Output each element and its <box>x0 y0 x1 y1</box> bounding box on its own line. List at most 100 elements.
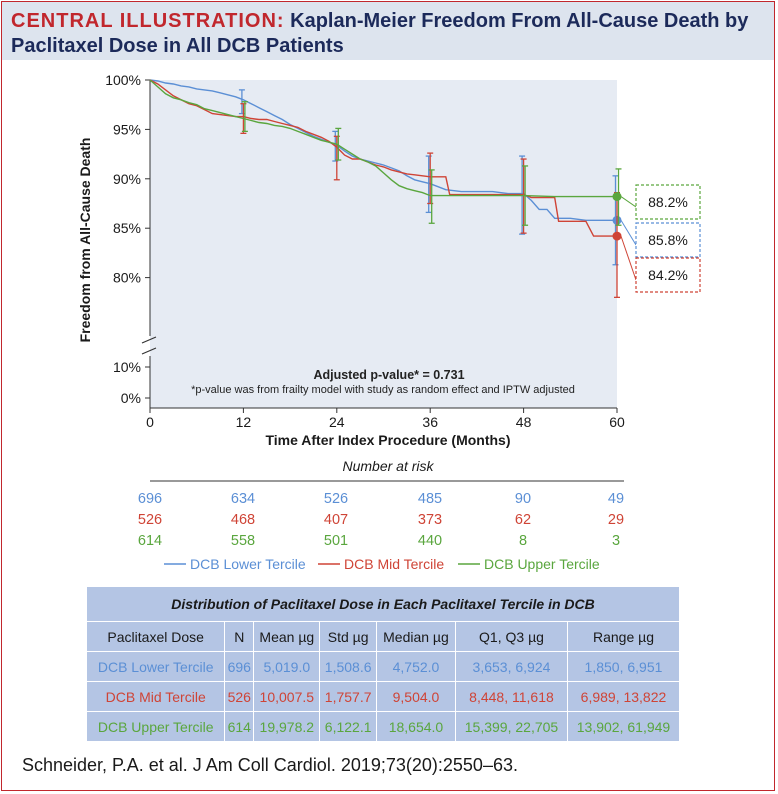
dose-table-row-upper: DCB Upper Tercile 614 19,978.2 6,122.1 18,65… <box>85 711 681 742</box>
risk-count-lower: 696 <box>138 491 162 507</box>
km-chart: 100%95%90%85%80%10%0%0 12 24 36 48 60 85.8%84… <box>77 72 701 572</box>
dose-table-header: Paclitaxel Dose <box>85 621 226 652</box>
chart-legend: DCB Lower Tercile DCB Mid Tercile DCB Uppe… <box>164 556 600 572</box>
callout-connector-mid <box>620 235 637 281</box>
end-point-mid <box>612 231 622 241</box>
dose-table-cell: 15,399, 22,705 <box>455 711 568 742</box>
legend-label-upper: DCB Upper Tercile <box>484 556 600 572</box>
central-illustration-label: CENTRAL ILLUSTRATION: <box>11 10 285 32</box>
callout-connector-lower <box>620 220 637 246</box>
callout-connector-upper <box>620 196 637 208</box>
title-banner: CENTRAL ILLUSTRATION: Kaplan-Meier Freed… <box>2 2 774 60</box>
y-tick-label: 100% <box>105 72 141 88</box>
y-tick-label: 90% <box>113 171 141 187</box>
risk-count-mid: 407 <box>324 512 348 528</box>
x-tick-label: 60 <box>609 414 625 430</box>
number-at-risk-table: 696 634 526 485 90 49 526 468 407 373 62 29 614 558 50… <box>138 480 624 549</box>
dose-table-row-lower: DCB Lower Tercile 696 5,019.0 1,508.6 4,752.… <box>85 651 681 682</box>
dose-table-cell: 18,654.0 <box>375 711 457 742</box>
p-value-annotation: Adjusted p-value* = 0.731 <box>313 368 464 382</box>
dose-table-cell: 19,978.2 <box>253 711 321 742</box>
final-value-callouts: 85.8% 84.2% 88.2% <box>620 184 701 293</box>
legend-label-lower: DCB Lower Tercile <box>190 556 306 572</box>
paclitaxel-dose-table: Distribution of Paclitaxel Dose in Each … <box>85 586 681 742</box>
dose-table-cell: 1,508.6 <box>319 651 377 682</box>
x-tick-label: 48 <box>516 414 532 430</box>
y-axis-label: Freedom from All-Cause Death <box>77 138 93 343</box>
dose-table-cell: 696 <box>224 651 255 682</box>
y-tick-label: 85% <box>113 220 141 236</box>
dose-table-cell: 3,653, 6,924 <box>455 651 568 682</box>
risk-count-lower: 634 <box>231 491 255 507</box>
dose-table-cell: 4,752.0 <box>375 651 457 682</box>
dose-table-header: N <box>224 621 255 652</box>
dose-table-row-mid: DCB Mid Tercile 526 10,007.5 1,757.7 9,504.0… <box>85 681 681 712</box>
risk-count-upper: 614 <box>138 533 162 549</box>
title-text-line-2: Paclitaxel Dose in All DCB Patients <box>11 35 344 57</box>
x-tick-label: 24 <box>329 414 345 430</box>
dose-table-cell: 9,504.0 <box>375 681 457 712</box>
risk-count-upper: 501 <box>324 533 348 549</box>
callout-box-lower <box>635 222 701 258</box>
chart-axes: 100% 95% 90% 85% 80% 10% 0% 0 12 24 36 48 60 <box>105 72 625 430</box>
dose-table-cell: 5,019.0 <box>253 651 321 682</box>
y-tick-label: 10% <box>113 359 141 375</box>
dose-table-header: Mean µg <box>253 621 321 652</box>
x-tick-label: 12 <box>236 414 252 430</box>
risk-count-mid: 526 <box>138 512 162 528</box>
legend-label-mid: DCB Mid Tercile <box>344 556 444 572</box>
y-tick-label: 80% <box>113 270 141 286</box>
dose-table-cell: 1,850, 6,951 <box>566 651 681 682</box>
x-axis-label: Time After Index Procedure (Months) <box>265 432 510 448</box>
y-tick-label: 95% <box>113 121 141 137</box>
risk-count-mid: 62 <box>515 512 531 528</box>
dose-table-cell: 6,989, 13,822 <box>566 681 681 712</box>
plot-area <box>150 80 617 408</box>
dose-table-body: DCB Lower Tercile 696 5,019.0 1,508.6 4,752.… <box>85 651 681 742</box>
title-text-line-1: Kaplan-Meier Freedom From All-Cause Deat… <box>290 10 749 32</box>
callout-box-upper <box>635 184 701 220</box>
dose-table-header-row: Paclitaxel Dose N Mean µg Std µg Median µg Q1… <box>85 621 681 652</box>
risk-count-upper: 440 <box>418 533 442 549</box>
chart-series <box>149 79 622 299</box>
dose-table-cell: 1,757.7 <box>319 681 377 712</box>
risk-count-upper: 558 <box>231 533 255 549</box>
series-line-mid <box>149 79 617 237</box>
risk-count-upper: 8 <box>519 533 527 549</box>
dose-table-cell: 13,902, 61,949 <box>566 711 681 742</box>
final-value-label-mid: 84.2% <box>648 267 688 283</box>
final-value-label-lower: 85.8% <box>648 232 688 248</box>
dose-table-cell: 526 <box>224 681 255 712</box>
callout-box-mid <box>635 257 701 293</box>
dose-table-header: Q1, Q3 µg <box>455 621 568 652</box>
dose-table-cell: 8,448, 11,618 <box>455 681 568 712</box>
y-tick-label: 0% <box>121 390 141 406</box>
dose-table-header: Median µg <box>375 621 457 652</box>
risk-count-mid: 468 <box>231 512 255 528</box>
dose-table-cell: DCB Upper Tercile <box>85 711 226 742</box>
axis-break-mark <box>141 336 157 355</box>
dose-table-caption: Distribution of Paclitaxel Dose in Each … <box>86 586 680 622</box>
final-value-label-upper: 88.2% <box>648 194 688 210</box>
dose-table-cell: DCB Lower Tercile <box>85 651 226 682</box>
title-line-1: CENTRAL ILLUSTRATION: Kaplan-Meier Freed… <box>11 10 748 33</box>
risk-table-title: Number at risk <box>342 458 434 474</box>
x-tick-label: 0 <box>146 414 154 430</box>
dose-table-header: Std µg <box>319 621 377 652</box>
risk-count-mid: 29 <box>608 512 624 528</box>
risk-count-lower: 49 <box>608 491 624 507</box>
series-line-upper <box>149 79 617 198</box>
risk-count-lower: 526 <box>324 491 348 507</box>
dose-table-cell: 10,007.5 <box>253 681 321 712</box>
citation: Schneider, P.A. et al. J Am Coll Cardiol… <box>22 755 518 775</box>
risk-count-lower: 90 <box>515 491 531 507</box>
risk-count-upper: 3 <box>612 533 620 549</box>
p-value-footnote: *p-value was from frailty model with stu… <box>191 384 575 396</box>
risk-count-mid: 373 <box>418 512 442 528</box>
end-point-upper <box>612 192 622 202</box>
dose-table-header: Range µg <box>566 621 681 652</box>
dose-table-cell: 614 <box>224 711 255 742</box>
risk-count-lower: 485 <box>418 491 442 507</box>
dose-table-cell: 6,122.1 <box>319 711 377 742</box>
